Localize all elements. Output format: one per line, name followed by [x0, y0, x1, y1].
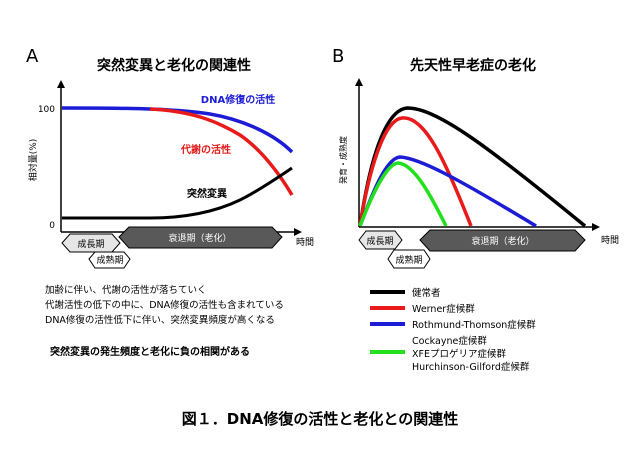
legend-label-werner: Werner症候群	[412, 303, 475, 315]
panel-b-decline-phase-label: 衰退期（老化）	[471, 235, 534, 247]
panel-a-note-3: DNA修復の活性低下に伴い、突然変異頻度が高くなる	[45, 314, 275, 326]
panel-b-x-axis-label: 時間	[601, 235, 619, 246]
panel-a-title: 突然変異と老化の関連性	[97, 57, 251, 74]
panel-a-dna-repair-curve	[61, 106, 294, 154]
legend-label-healthy: 健常者	[412, 287, 441, 299]
panel-a-maturity-phase-label: 成熟期	[96, 254, 123, 266]
panel-a-letter: A	[26, 46, 39, 67]
panel-b-title: 先天性早老症の老化	[410, 57, 536, 74]
panel-b-growth-phase-label: 成長期	[366, 235, 393, 247]
panel-a-decline-phase-label: 衰退期（老化）	[168, 232, 231, 244]
panel-a-conclusion: 突然変異の発生頻度と老化に負の相関がある	[50, 345, 250, 358]
panel-a-metabolism-label: 代謝の活性	[180, 143, 231, 156]
panel-a-dna-repair-label: DNA修復の活性	[201, 93, 275, 106]
legend-label-rothmund: Rothmund-Thomson症候群	[412, 319, 536, 331]
panel-b-letter: B	[332, 46, 344, 67]
legend-label-hutchinson: Hurchinson-Gilford症候群	[412, 361, 530, 373]
panel-a-growth-phase-label: 成長期	[77, 238, 104, 250]
panel-a-decline-phase-arrow	[118, 226, 283, 249]
panel-a-y-tick-0: 0	[49, 221, 55, 231]
panel-b-maturity-phase-arrow	[387, 249, 431, 269]
panel-a-growth-phase-arrow	[61, 233, 121, 253]
panel-a-mutation-curve	[62, 166, 293, 220]
panel-b-healthy-curve	[358, 106, 587, 228]
panel-b-decline-phase-arrow	[419, 229, 586, 252]
panel-a-mutation-label: 突然変異	[187, 187, 227, 200]
panel-a-note-2: 代謝活性の低下の中に、DNA修復の活性も含まれている	[45, 299, 284, 311]
panel-a-note-1: 加齢に伴い、代謝の活性が落ちていく	[45, 284, 207, 296]
panel-b-werner-curve	[358, 116, 473, 227]
panel-b-y-axis-label: 発育・成熟度	[338, 136, 348, 184]
panel-a-y-axis-label: 相対量(%)	[27, 139, 39, 182]
panel-b-cockayne-curve	[358, 161, 448, 227]
figure-caption: 図１．DNA修復の活性と老化との関連性	[182, 410, 458, 428]
panel-a-maturity-phase-arrow	[88, 251, 131, 269]
legend-label-xfe: XFEプロゲリア症候群	[412, 348, 506, 360]
panel-a-x-axis-label: 時間	[296, 237, 314, 248]
panel-a-y-tick-100: 100	[38, 105, 55, 115]
panel-b-growth-phase-arrow	[358, 230, 403, 250]
panel-b-maturity-phase-label: 成熟期	[395, 254, 422, 266]
legend-label-cockayne: Cockayne症候群	[412, 335, 487, 347]
panel-b-legend: 健常者 Werner症候群 Rothmund-Thomson症候群 Cockay…	[370, 287, 536, 373]
